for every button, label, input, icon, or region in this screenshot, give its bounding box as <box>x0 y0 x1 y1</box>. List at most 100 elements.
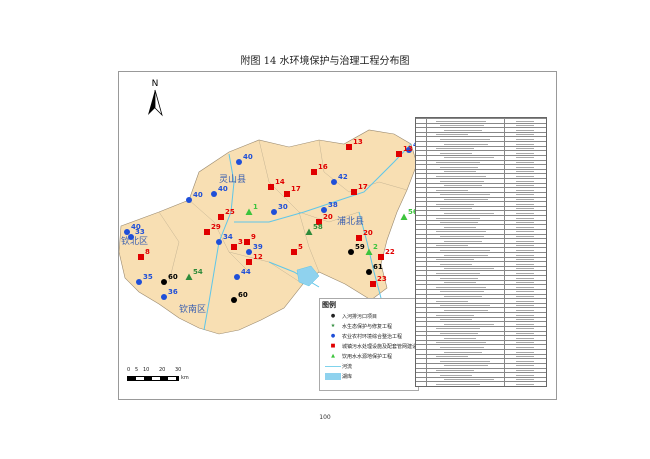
marker-label: 23 <box>377 275 387 283</box>
marker-label: 22 <box>385 248 395 256</box>
project-markers: 4040404033353436393847423044825299171714… <box>124 138 423 303</box>
legend-item: 湖库 <box>320 371 418 381</box>
marker-label: 16 <box>318 163 328 171</box>
reservoir <box>296 265 320 287</box>
blue-circle-icon: ● <box>330 333 336 339</box>
blue-circle-marker <box>406 147 412 153</box>
table-row <box>416 191 546 198</box>
table-row <box>416 302 546 309</box>
black-circle-marker <box>231 297 237 303</box>
table-row <box>416 201 546 207</box>
black-circle-icon: ● <box>330 313 336 319</box>
marker-label: 29 <box>211 223 221 231</box>
table-row <box>416 284 546 290</box>
marker-label: 34 <box>223 233 233 241</box>
red-square-marker <box>138 254 144 260</box>
marker-label: 56 <box>408 208 418 216</box>
table-row <box>416 215 546 221</box>
table-row <box>416 219 546 226</box>
scale-tick: 30 <box>175 367 182 373</box>
marker-label: 40 <box>243 153 253 161</box>
blue-circle-marker <box>236 159 242 165</box>
table-row <box>416 233 546 240</box>
scale-tick: 20 <box>159 367 166 373</box>
region-label: 钦北区 <box>121 235 148 247</box>
red-square-marker <box>316 219 322 225</box>
table-row <box>416 265 546 272</box>
table-row <box>416 381 546 387</box>
scale-tick: 0 <box>127 367 131 373</box>
table-row <box>416 270 546 276</box>
table-row <box>416 118 546 124</box>
table-row <box>416 178 546 184</box>
lake-fill-icon <box>324 372 342 380</box>
marker-label: 2 <box>373 243 378 251</box>
triangle-icon: ▲ <box>331 353 335 359</box>
table-row <box>416 256 546 263</box>
marker-label: 17 <box>358 183 368 191</box>
table-row <box>416 252 546 258</box>
table-row <box>416 358 546 364</box>
table-row <box>416 136 546 142</box>
marker-label: 40 <box>218 185 228 193</box>
table-row <box>416 321 546 327</box>
table-row <box>416 242 546 249</box>
marker-label: 12 <box>253 253 263 261</box>
blue-circle-marker <box>321 207 327 213</box>
blue-circle-marker <box>246 249 252 255</box>
table-row <box>416 293 546 300</box>
marker-label: 33 <box>135 228 145 236</box>
blue-circle-marker <box>128 234 134 240</box>
table-row <box>416 131 546 138</box>
table-row <box>416 127 546 133</box>
red-square-marker <box>351 189 357 195</box>
blue-circle-marker <box>136 279 142 285</box>
project-table <box>415 117 547 387</box>
black-circle-marker <box>348 249 354 255</box>
marker-label: 60 <box>238 291 248 299</box>
marker-label: 54 <box>193 268 203 276</box>
marker-label: 9 <box>251 233 256 241</box>
red-square-marker <box>244 239 250 245</box>
green-triangle-marker <box>245 208 253 215</box>
table-row <box>416 228 546 235</box>
table-row <box>416 247 546 253</box>
marker-label: 35 <box>143 273 153 281</box>
marker-label: 40 <box>131 223 141 231</box>
table-row <box>416 261 546 267</box>
marker-label: 61 <box>373 263 383 271</box>
scale-bar: 0 5 10 20 30 km <box>127 367 197 381</box>
table-row <box>416 224 546 230</box>
table-row <box>416 372 546 378</box>
scale-unit: km <box>181 375 189 381</box>
region-label: 钦南区 <box>179 303 206 315</box>
table-row <box>416 279 546 286</box>
marker-label: 42 <box>338 173 348 181</box>
black-circle-marker <box>161 279 167 285</box>
blue-circle-marker <box>234 274 240 280</box>
black-circle-marker <box>366 269 372 275</box>
marker-label: 3 <box>238 238 243 246</box>
table-row <box>416 330 546 337</box>
table-row <box>416 210 546 216</box>
region-label: 浦北县 <box>337 215 364 227</box>
red-square-marker <box>218 214 224 220</box>
marker-label: 1 <box>253 203 258 211</box>
table-row <box>416 353 546 360</box>
table-column-divider <box>426 118 427 386</box>
red-square-marker <box>346 144 352 150</box>
table-row <box>416 376 546 383</box>
table-row <box>416 168 546 175</box>
marker-label: 30 <box>278 203 288 211</box>
red-square-marker <box>311 169 317 175</box>
scale-tick: 10 <box>143 367 150 373</box>
red-square-marker <box>231 244 237 250</box>
scale-tick: 5 <box>135 367 139 373</box>
table-row <box>416 205 546 212</box>
table-row <box>416 316 546 323</box>
legend-item: ● 农业农村环境综合整治工程 <box>320 331 418 341</box>
study-area <box>119 129 418 335</box>
north-arrow-left <box>148 90 155 115</box>
legend-title: 图例 <box>322 301 336 309</box>
